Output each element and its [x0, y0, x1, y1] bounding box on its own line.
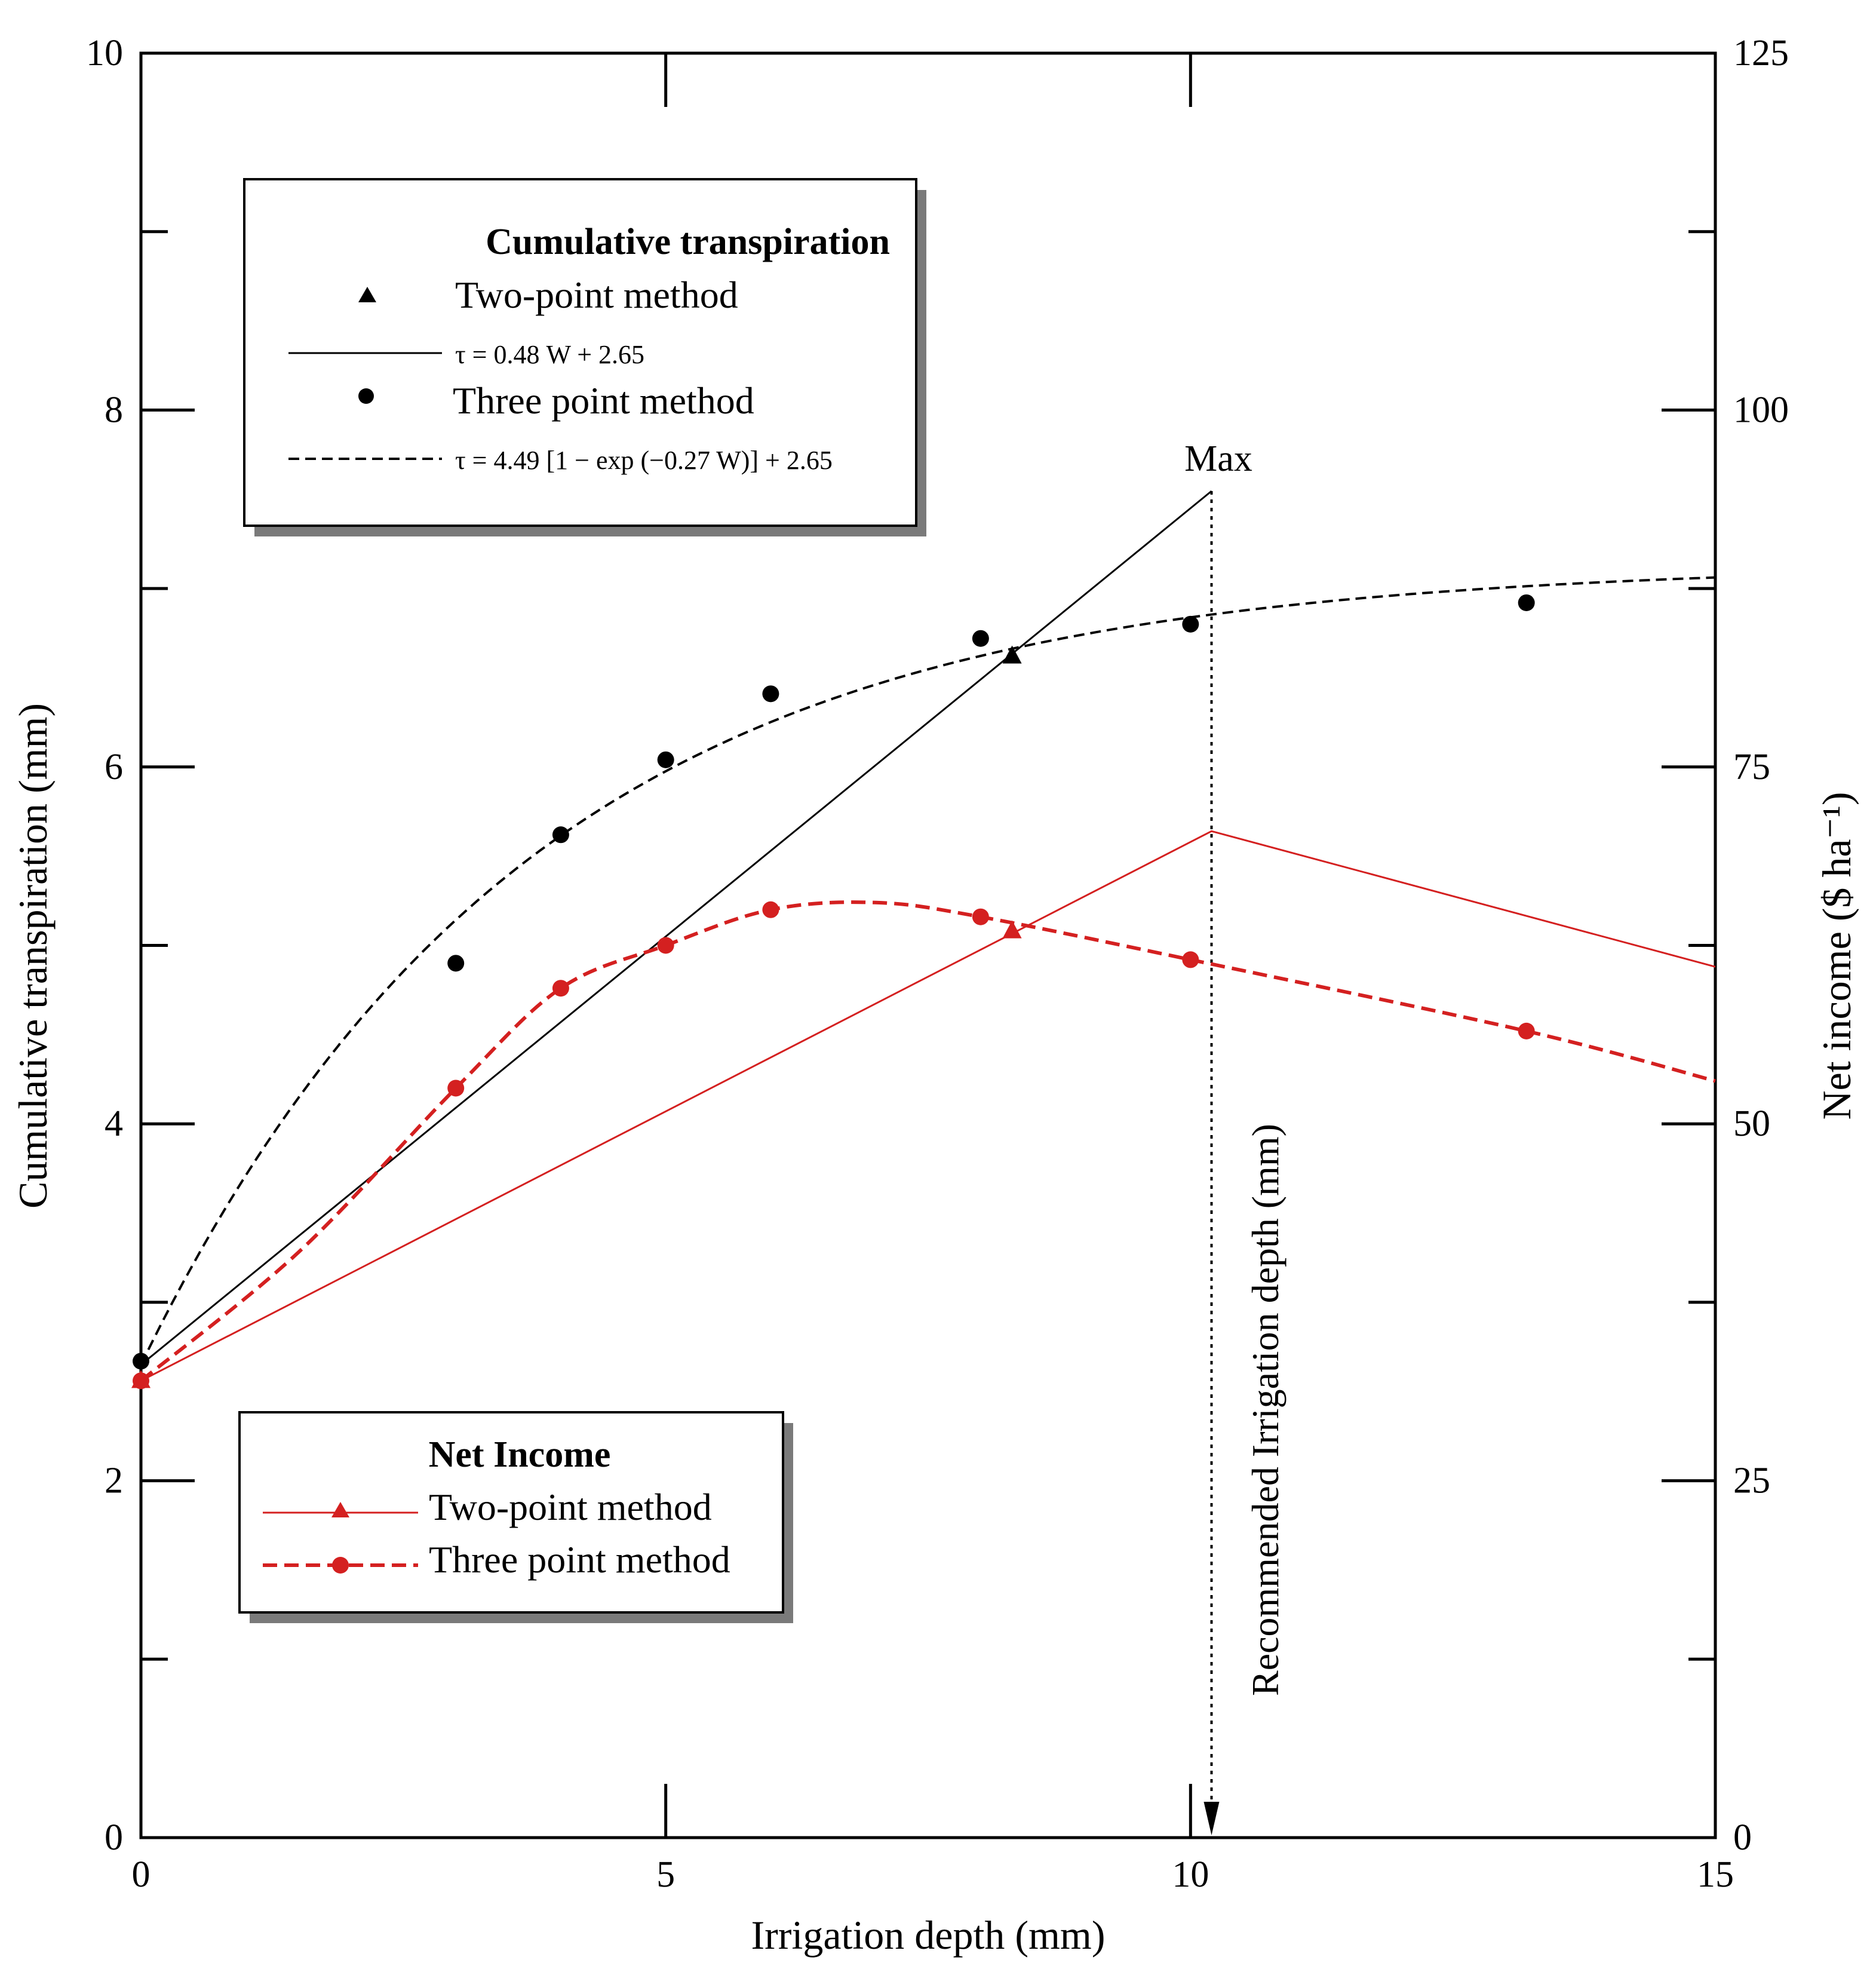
- y-left-tick-label: 10: [86, 33, 123, 73]
- y-axis-left-title: Cumulative transpiration (mm): [10, 703, 56, 1209]
- transpiration-three-point-marker: [447, 955, 465, 972]
- dot-marker-icon: [358, 388, 374, 404]
- net-income-two-point-line: [140, 830, 1716, 1382]
- net-income-three-point-marker: [972, 908, 989, 925]
- net-income-three-point-marker: [762, 901, 779, 918]
- net-income-three-point-marker: [1518, 1022, 1535, 1039]
- x-tick-label: 10: [1172, 1854, 1209, 1895]
- legend-linear-fit-label: τ = 0.48 W + 2.65: [455, 340, 644, 369]
- y-left-tick-label: 6: [105, 747, 123, 787]
- transpiration-three-point-marker: [657, 751, 674, 768]
- transpiration-three-point-marker: [133, 1353, 149, 1370]
- red-triangle-marker-icon: [331, 1502, 349, 1517]
- legend-two-point-label: Two-point method: [455, 274, 738, 316]
- y-left-tick-label: 8: [105, 390, 123, 430]
- x-axis-title: Irrigation depth (mm): [751, 1912, 1106, 1958]
- legend-net-income: Net Income Two-point method Three point …: [238, 1411, 793, 1623]
- x-tick-label: 0: [132, 1854, 151, 1895]
- legend-two-point-label: Two-point method: [429, 1486, 712, 1528]
- legend-three-point-label: Three point method: [453, 379, 754, 422]
- net-income-three-point-marker: [447, 1080, 465, 1097]
- net-income-three-point-marker: [552, 980, 569, 997]
- transpiration-three-point-marker: [1182, 615, 1199, 633]
- x-tick-label: 5: [656, 1854, 675, 1895]
- y-right-tick-label: 125: [1733, 33, 1789, 73]
- red-dot-marker-icon: [332, 1557, 349, 1574]
- y-right-tick-label: 75: [1733, 747, 1770, 787]
- transpiration-exp-fit-line: [140, 576, 1716, 1366]
- x-tick-label: 15: [1697, 1854, 1734, 1895]
- transpiration-three-point-marker: [762, 685, 779, 703]
- transpiration-linear-fit-line: [140, 490, 1212, 1366]
- y-right-tick-label: 0: [1733, 1817, 1752, 1858]
- net-income-two-point-marker: [1002, 920, 1022, 939]
- transpiration-three-point-marker: [552, 826, 569, 844]
- y-left-tick-label: 2: [105, 1461, 123, 1501]
- transpiration-three-point-marker: [972, 630, 989, 647]
- net-income-three-point-marker: [657, 937, 674, 954]
- legend-title: Cumulative transpiration: [486, 222, 890, 262]
- y-left-tick-label: 4: [105, 1103, 123, 1144]
- transpiration-two-point-marker: [1002, 645, 1022, 664]
- legend-title: Net Income: [429, 1434, 611, 1475]
- net-income-three-point-marker: [1182, 951, 1199, 968]
- net-income-two-point-marker: [131, 1370, 151, 1388]
- y-right-tick-label: 25: [1733, 1461, 1770, 1501]
- y-right-tick-label: 50: [1733, 1103, 1770, 1144]
- legend-transpiration: Cumulative transpiration Two-point metho…: [243, 178, 926, 536]
- legend-exp-fit-label: τ = 4.49 [1 − exp (−0.27 W)] + 2.65: [455, 446, 833, 475]
- max-label: Max: [1184, 438, 1252, 479]
- transpiration-three-point-marker: [1518, 594, 1535, 611]
- recommended-depth-label: Recommended Irrigation depth (mm): [1244, 1124, 1287, 1696]
- y-right-tick-label: 100: [1733, 390, 1789, 430]
- recommended-depth-arrowhead: [1203, 1802, 1220, 1835]
- legend-three-point-label: Three point method: [429, 1538, 730, 1581]
- net-income-three-point-line: [140, 900, 1716, 1382]
- y-left-tick-label: 0: [105, 1817, 123, 1858]
- y-axis-right-title: Net income ($ ha⁻¹): [1814, 792, 1859, 1120]
- triangle-marker-icon: [358, 287, 376, 302]
